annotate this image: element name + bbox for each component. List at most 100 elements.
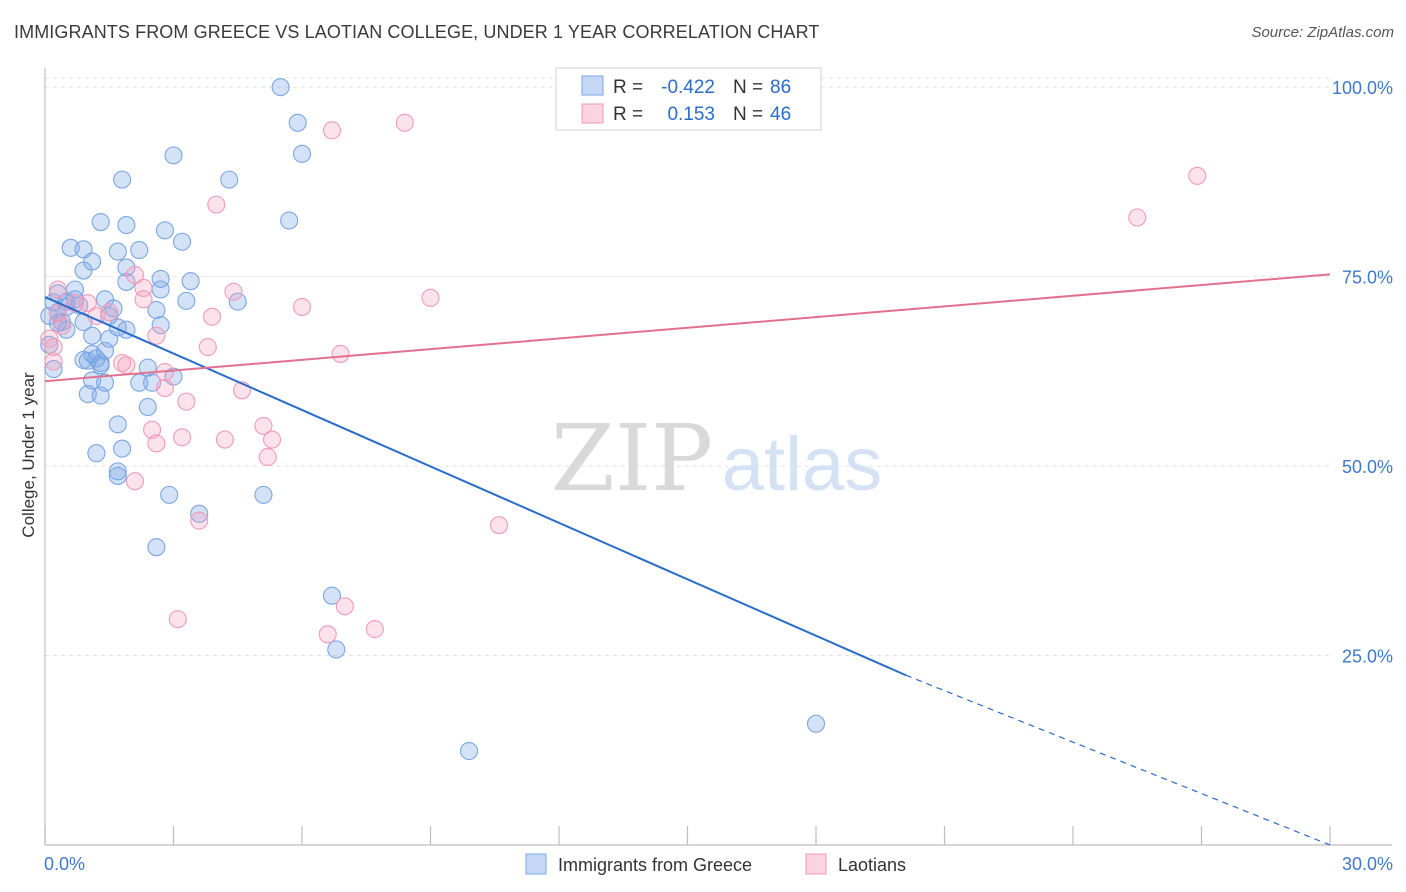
watermark-atlas: atlas: [722, 422, 883, 507]
series-legend-label-laotians: Laotians: [838, 855, 906, 875]
point-greece: [91, 356, 110, 375]
grid-layer: [45, 77, 1330, 657]
chart-source: Source: ZipAtlas.com: [1251, 24, 1394, 41]
point-laotians: [292, 297, 312, 316]
point-laotians: [190, 511, 209, 530]
point-greece: [87, 444, 106, 463]
point-greece: [151, 269, 170, 288]
point-greece: [108, 462, 127, 481]
point-greece: [459, 741, 479, 761]
point-laotians: [177, 392, 196, 411]
legend-n-value-greece: 86: [770, 77, 791, 98]
point-laotians: [489, 516, 509, 535]
series-legend-swatch-greece: [525, 853, 547, 875]
point-laotians: [44, 338, 63, 357]
point-greece: [177, 291, 196, 310]
point-greece: [108, 242, 127, 261]
tick-labels: 25.0% 50.0% 75.0% 100.0% 0.0% 30.0%: [44, 78, 1393, 874]
point-greece: [164, 146, 183, 165]
chart-title: IMMIGRANTS FROM GREECE VS LAOTIAN COLLEG…: [14, 22, 820, 42]
series-legend: Immigrants from Greece Laotians: [525, 853, 906, 875]
point-greece: [292, 144, 312, 163]
point-laotians: [147, 326, 166, 345]
point-greece: [322, 586, 342, 605]
point-greece: [147, 538, 166, 557]
y-tick-label: 50.0%: [1342, 457, 1393, 477]
point-laotians: [48, 280, 67, 299]
point-laotians: [224, 282, 243, 301]
point-greece: [280, 211, 299, 230]
points-layer: [40, 78, 1207, 761]
trendline-laotians: [44, 273, 1331, 383]
point-greece: [147, 300, 166, 320]
point-greece: [44, 360, 63, 379]
watermark-zip: ZIP: [551, 405, 713, 512]
y-axis-label: College, Under 1 year: [19, 372, 38, 538]
point-greece: [190, 504, 209, 523]
point-laotians: [331, 344, 350, 363]
point-greece: [151, 280, 170, 299]
y-tick-label: 100.0%: [1332, 78, 1393, 98]
stats-legend: R = -0.422 N = 86 R = 0.153 N = 46: [555, 67, 822, 131]
point-greece: [173, 232, 192, 251]
point-laotians: [207, 195, 226, 214]
point-laotians: [155, 378, 174, 398]
point-greece: [254, 485, 273, 504]
point-laotians: [365, 619, 384, 639]
point-laotians: [125, 472, 144, 491]
point-laotians: [395, 113, 414, 132]
y-tick-label: 75.0%: [1342, 268, 1393, 288]
point-greece: [74, 261, 93, 280]
point-laotians: [40, 329, 59, 348]
legend-r-value-laotians: 0.153: [667, 104, 715, 125]
point-laotians: [215, 430, 234, 449]
point-laotians: [322, 121, 342, 140]
point-greece: [108, 466, 127, 485]
point-greece: [160, 485, 179, 504]
point-laotians: [78, 294, 97, 313]
trendline-greece-extension: [905, 674, 1331, 846]
legend-n-label-greece: N =: [733, 77, 763, 98]
point-greece: [100, 329, 119, 348]
point-laotians: [143, 420, 162, 439]
point-greece: [138, 397, 157, 417]
legend-r-label-laotians: R =: [613, 104, 643, 125]
legend-n-value-laotians: 46: [770, 104, 791, 125]
point-laotians: [335, 597, 354, 616]
point-laotians: [134, 290, 153, 309]
point-greece: [130, 241, 149, 260]
point-greece: [117, 216, 136, 235]
legend-r-value-greece: -0.422: [661, 77, 715, 98]
point-greece: [271, 78, 290, 97]
point-laotians: [44, 352, 63, 371]
series-legend-swatch-laotians: [805, 853, 827, 875]
point-greece: [83, 326, 102, 345]
x-tick-label: 0.0%: [44, 854, 85, 874]
point-laotians: [254, 416, 273, 435]
point-greece: [108, 415, 127, 434]
point-greece: [113, 170, 132, 189]
legend-swatch-laotians: [581, 103, 604, 124]
point-greece: [151, 316, 170, 335]
point-laotians: [1128, 208, 1147, 227]
point-laotians: [203, 307, 222, 326]
x-tick-label: 30.0%: [1342, 854, 1393, 874]
point-laotians: [421, 288, 440, 307]
legend-n-label-laotians: N =: [733, 104, 763, 125]
point-laotians: [258, 447, 277, 467]
point-laotians: [318, 625, 337, 644]
point-greece: [327, 640, 346, 659]
point-laotians: [125, 266, 144, 285]
point-greece: [806, 714, 826, 733]
legend-swatch-greece: [581, 75, 604, 96]
trend-layer: [44, 273, 1331, 846]
point-laotians: [53, 316, 72, 335]
legend-r-label-greece: R =: [613, 77, 643, 98]
point-laotians: [117, 356, 136, 375]
point-laotians: [168, 610, 187, 629]
point-greece: [220, 170, 239, 189]
point-greece: [155, 221, 174, 240]
series-legend-label-greece: Immigrants from Greece: [558, 855, 752, 875]
point-laotians: [198, 338, 217, 357]
